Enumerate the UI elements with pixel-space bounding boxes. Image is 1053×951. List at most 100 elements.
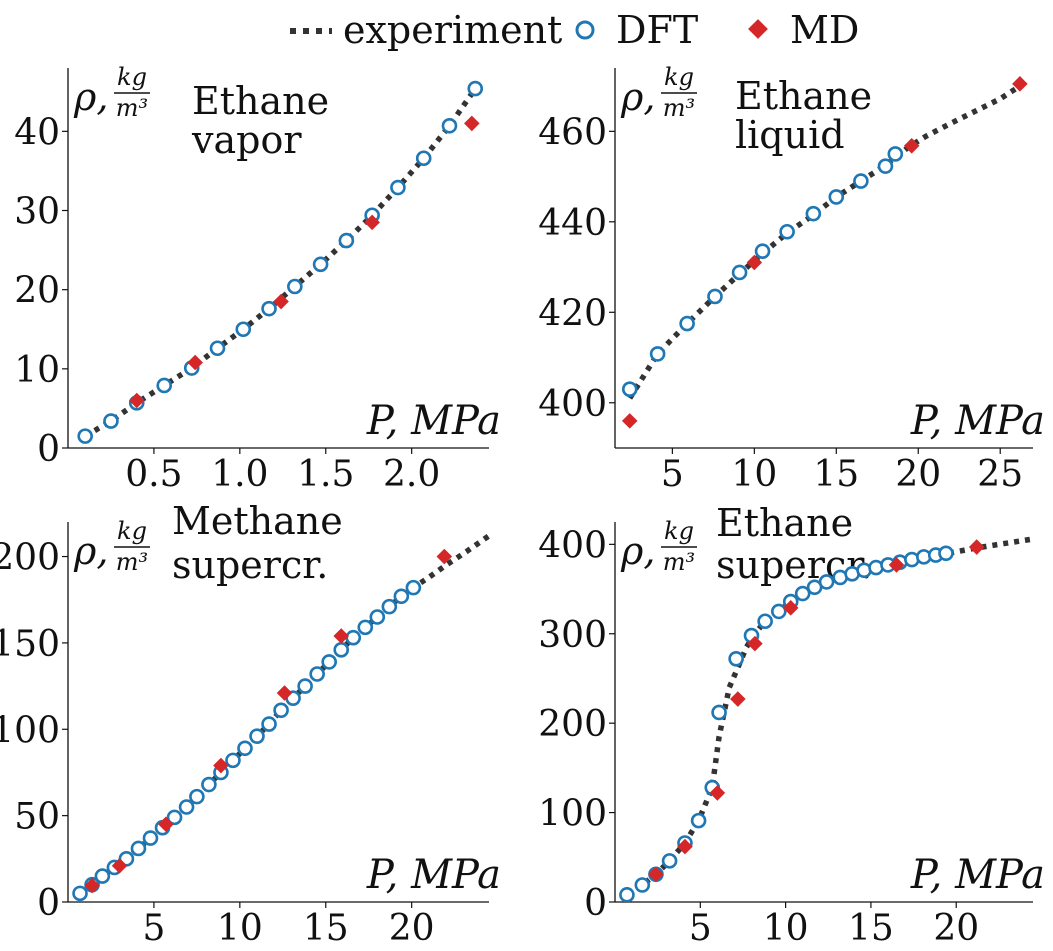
dft-point [661, 853, 678, 869]
dft-point [390, 179, 406, 196]
md-point [888, 557, 905, 573]
x-axis-label: P, MPa [910, 398, 1045, 444]
dft-point [818, 574, 835, 590]
y-tick-label: 400 [538, 384, 607, 425]
dft-point [345, 629, 362, 646]
dft-point [887, 146, 904, 162]
y-tick-label: 100 [538, 794, 607, 835]
dft-point [249, 728, 265, 744]
dft-point [261, 716, 277, 732]
y-label-symbol: ρ, [73, 529, 108, 573]
y-axis-label: ρ, kg m³ [73, 517, 150, 576]
panel-annotation-line-1: Ethane [192, 79, 329, 123]
y-label-symbol: ρ, [620, 75, 655, 119]
x-tick-label: 10 [731, 454, 777, 495]
x-tick-label: 15 [813, 454, 859, 495]
x-tick-label: 2.0 [383, 454, 440, 495]
y-tick-label: 10 [14, 350, 60, 391]
md-point [187, 354, 203, 371]
md-point [747, 635, 763, 652]
x-tick-label: 20 [895, 454, 941, 495]
y-tick-label: 0 [37, 883, 60, 924]
dft-point [261, 300, 277, 317]
x-tick-label: 0.5 [125, 454, 182, 495]
panel-annotation-line-1: Ethane [735, 74, 872, 118]
dft-point [130, 840, 147, 857]
panel-annotation-line-1: Ethane [716, 501, 853, 545]
dft-point [415, 150, 432, 167]
panel-annotation-line-2: supercr. [172, 543, 328, 587]
y-label-denominator: m³ [116, 548, 148, 576]
y-label-numerator: kg [664, 517, 694, 545]
md-point [677, 838, 693, 855]
data-layer [77, 80, 484, 444]
dft-point [853, 173, 869, 189]
md-point [903, 138, 920, 154]
md-point [648, 866, 664, 883]
md-point [621, 413, 638, 429]
y-tick-label: 300 [538, 615, 607, 656]
y-tick-label: 200 [0, 538, 60, 579]
legend: experiment DFT MD [290, 8, 859, 52]
dft-point [142, 830, 159, 846]
x-tick-label: 5 [142, 908, 165, 949]
panel-annotation-line-2: liquid [735, 113, 845, 157]
x-tick-label: 1.0 [211, 454, 268, 495]
y-tick-label: 50 [14, 797, 60, 838]
x-tick-label: 1.5 [297, 454, 354, 495]
md-point [158, 816, 174, 833]
panel-annotation-line-1: Methane [172, 499, 343, 543]
x-tick-label: 25 [977, 454, 1023, 495]
dft-point [321, 654, 337, 670]
dft-point [621, 381, 638, 397]
x-axis-label: P, MPa [910, 852, 1045, 898]
data-layer [72, 533, 491, 902]
data-layer [619, 536, 1034, 902]
legend-dft-swatch [575, 20, 595, 40]
dft-point [381, 598, 398, 615]
y-tick-label: 0 [37, 429, 60, 470]
dft-point [619, 887, 635, 902]
y-axis-label: ρ, kg m³ [620, 517, 697, 576]
dft-point [235, 321, 252, 338]
experiment-series-line [83, 87, 478, 439]
y-tick-label: 20 [14, 271, 60, 312]
dft-point [156, 377, 173, 394]
y-label-symbol: ρ, [73, 75, 108, 119]
x-tick-label: 10 [217, 908, 263, 949]
y-axis-label: ρ, kg m³ [620, 63, 697, 122]
dft-point [634, 877, 651, 893]
dft-point [178, 799, 195, 815]
y-tick-label: 420 [538, 293, 607, 334]
dft-point [679, 315, 695, 332]
dft-point [441, 117, 458, 134]
y-label-numerator: kg [117, 63, 147, 91]
dft-point [189, 788, 205, 805]
dft-point [649, 346, 666, 362]
dft-point [77, 428, 93, 444]
panel-annotation-line-2: vapor [191, 118, 302, 162]
dft-point [357, 619, 374, 636]
dft-point [338, 232, 355, 249]
dft-point [297, 678, 313, 694]
y-tick-label: 30 [14, 192, 60, 233]
y-tick-label: 400 [538, 525, 607, 566]
x-tick-label: 20 [389, 908, 435, 949]
x-tick-label: 10 [763, 908, 809, 949]
md-point [968, 539, 985, 555]
dft-point [209, 340, 226, 357]
dft-point [405, 579, 422, 596]
x-tick-label: 15 [848, 908, 894, 949]
y-tick-label: 0 [584, 883, 607, 924]
y-tick-label: 460 [538, 112, 607, 153]
y-tick-label: 150 [0, 624, 60, 665]
dft-point [779, 223, 795, 240]
dft-point [393, 588, 410, 605]
y-tick-label: 200 [538, 704, 607, 745]
md-point [213, 757, 229, 774]
dft-point [201, 776, 217, 793]
dft-point [166, 809, 183, 826]
